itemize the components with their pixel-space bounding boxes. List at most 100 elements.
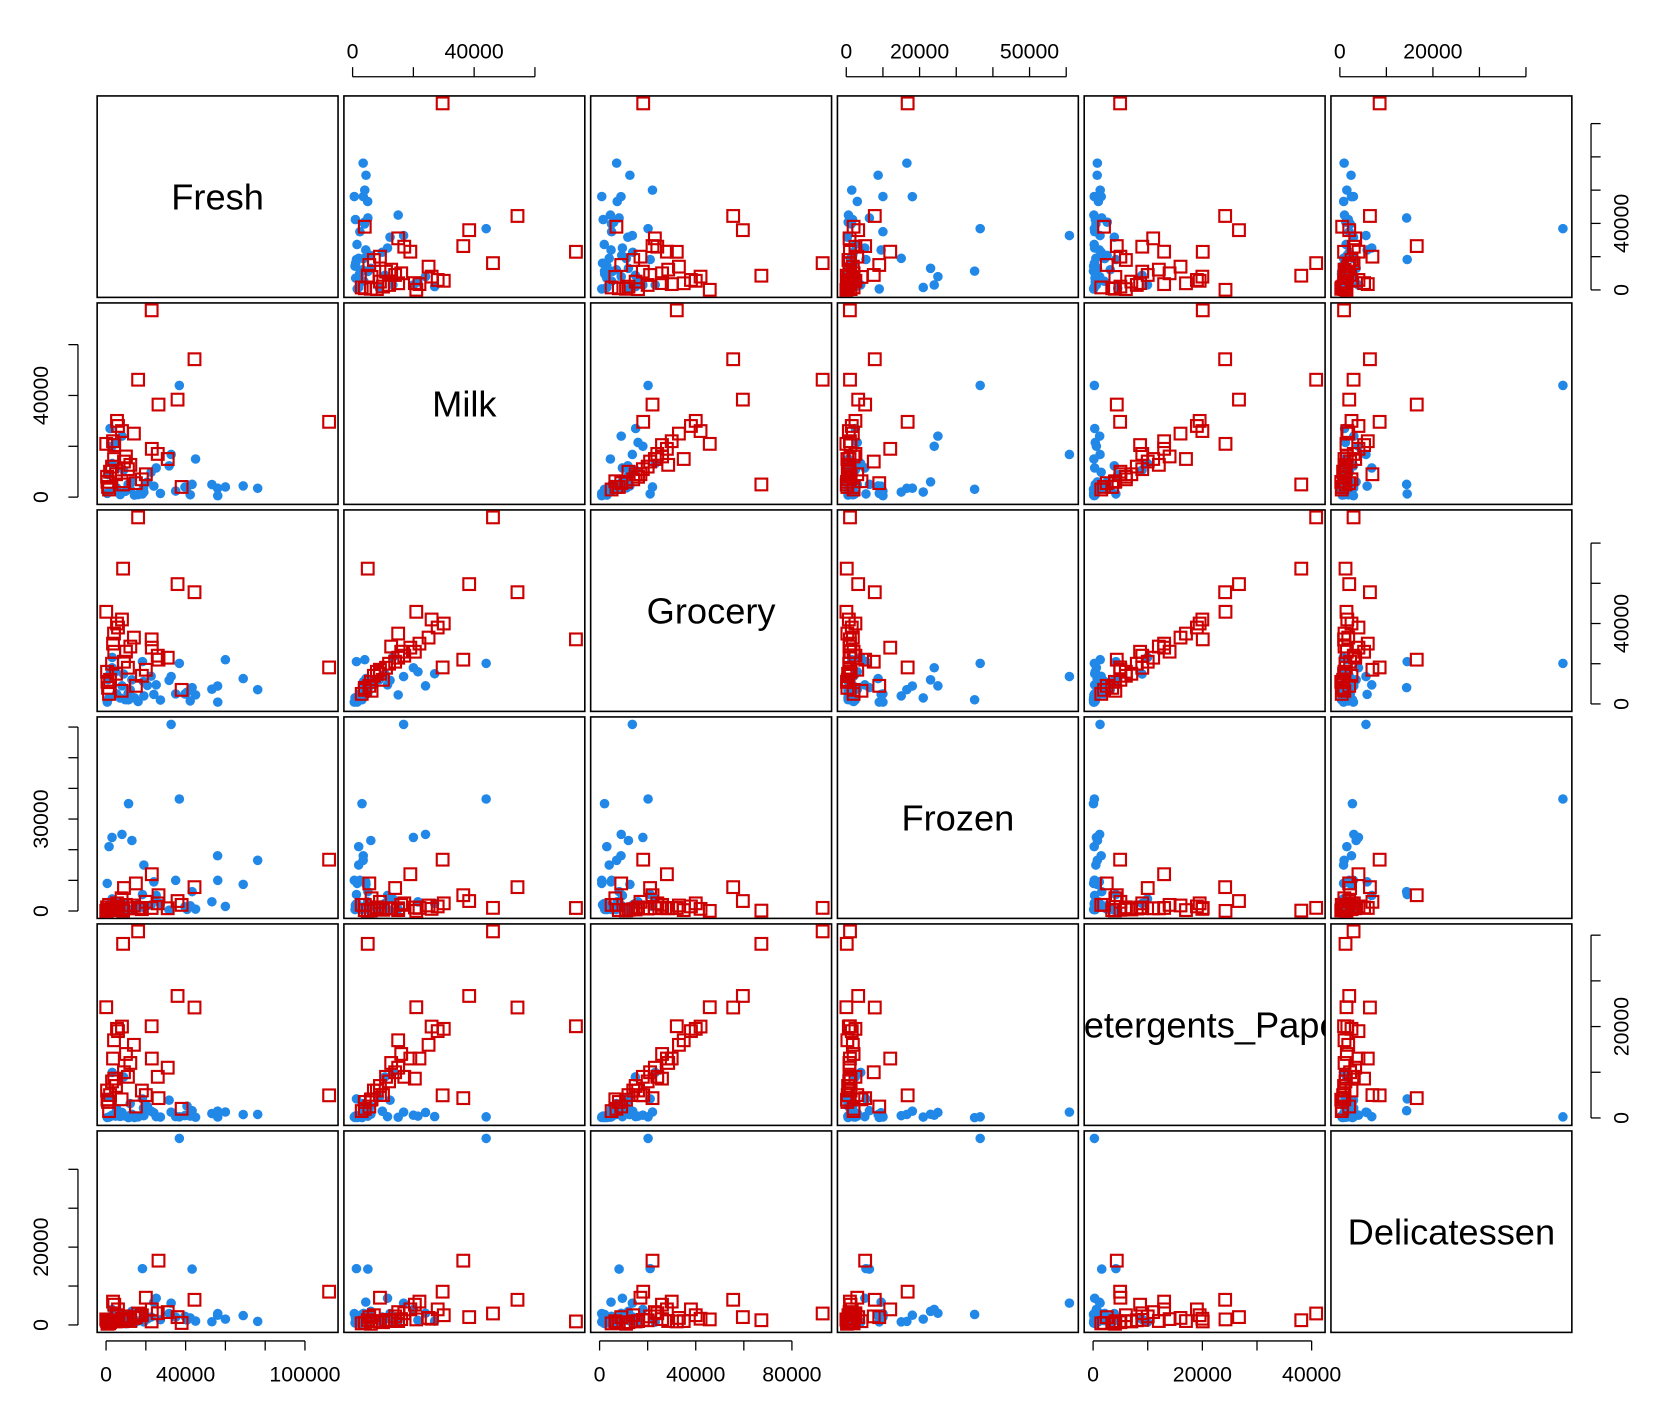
- point: [353, 860, 364, 870]
- point: [840, 1033, 855, 1048]
- point: [616, 431, 627, 441]
- point: [1173, 259, 1188, 274]
- point: [354, 280, 369, 295]
- point: [1097, 682, 1111, 697]
- point: [1363, 209, 1377, 223]
- point: [1337, 664, 1352, 679]
- point: [391, 231, 406, 246]
- point: [858, 652, 873, 667]
- point: [456, 1253, 471, 1268]
- x-tick-label: 0: [594, 1362, 606, 1386]
- point: [609, 219, 624, 234]
- point: [611, 158, 622, 168]
- point: [1342, 1099, 1357, 1114]
- point: [174, 480, 189, 494]
- point: [735, 223, 750, 238]
- point: [1360, 636, 1375, 651]
- point: [975, 380, 985, 391]
- point: [1097, 219, 1111, 234]
- point: [351, 656, 362, 667]
- point: [424, 901, 439, 916]
- point: [858, 239, 873, 253]
- point: [867, 209, 882, 223]
- point: [462, 223, 477, 238]
- panel-frame: [96, 302, 339, 506]
- point: [357, 798, 367, 809]
- point: [1346, 1069, 1361, 1084]
- point: [872, 258, 887, 272]
- point: [596, 488, 607, 499]
- y-tick-label: 20000: [1609, 997, 1633, 1056]
- point: [1402, 889, 1412, 900]
- y-tick-label: 30000: [29, 789, 53, 848]
- point: [1099, 876, 1114, 891]
- point: [907, 191, 918, 202]
- point: [174, 380, 185, 391]
- point: [391, 626, 406, 641]
- point: [220, 482, 231, 492]
- point: [391, 276, 406, 291]
- point: [481, 223, 491, 234]
- point: [103, 1088, 117, 1103]
- point: [900, 1284, 915, 1299]
- point: [643, 223, 653, 234]
- point: [676, 1033, 691, 1048]
- point: [1401, 682, 1412, 693]
- point: [842, 660, 857, 675]
- point: [842, 1060, 857, 1075]
- point: [647, 452, 662, 466]
- point: [354, 897, 369, 912]
- point: [121, 1069, 135, 1084]
- point: [839, 936, 854, 951]
- point: [1366, 680, 1377, 690]
- point: [379, 264, 393, 279]
- x-tick-label: 40000: [666, 1362, 725, 1386]
- panel-frame: [589, 923, 833, 1127]
- y-tick-label: 0: [29, 1319, 53, 1331]
- point: [1064, 671, 1075, 682]
- point: [174, 1316, 189, 1330]
- point: [361, 170, 371, 181]
- variable-label: Detergents_Paper: [1058, 1004, 1352, 1045]
- point: [669, 1314, 684, 1329]
- point: [969, 694, 980, 705]
- point: [407, 1297, 422, 1312]
- point: [362, 876, 377, 891]
- point: [604, 280, 619, 295]
- point: [160, 1305, 175, 1320]
- point: [190, 1112, 201, 1123]
- point: [726, 1292, 741, 1307]
- point: [867, 585, 882, 600]
- point: [1337, 1033, 1352, 1048]
- point: [815, 256, 830, 271]
- point: [623, 835, 634, 846]
- point: [616, 829, 627, 840]
- point: [1089, 875, 1100, 886]
- point: [975, 1133, 985, 1144]
- point: [252, 855, 263, 866]
- point: [421, 630, 436, 645]
- point: [929, 441, 940, 452]
- point: [612, 196, 623, 207]
- point: [1088, 798, 1099, 809]
- point: [107, 832, 117, 843]
- point: [726, 209, 741, 223]
- point: [669, 244, 684, 259]
- point: [1192, 1308, 1207, 1323]
- point: [842, 232, 853, 242]
- point: [1091, 860, 1101, 870]
- point: [128, 876, 143, 891]
- panel-frame: [589, 302, 833, 506]
- point: [933, 431, 943, 441]
- point: [357, 682, 372, 697]
- point: [1337, 303, 1351, 318]
- point: [1362, 481, 1372, 491]
- point: [149, 689, 159, 700]
- point: [902, 158, 912, 168]
- point: [918, 282, 929, 293]
- point: [596, 1112, 607, 1123]
- point: [486, 256, 500, 271]
- point: [1064, 1298, 1075, 1308]
- point: [1195, 269, 1210, 284]
- point: [867, 1292, 882, 1307]
